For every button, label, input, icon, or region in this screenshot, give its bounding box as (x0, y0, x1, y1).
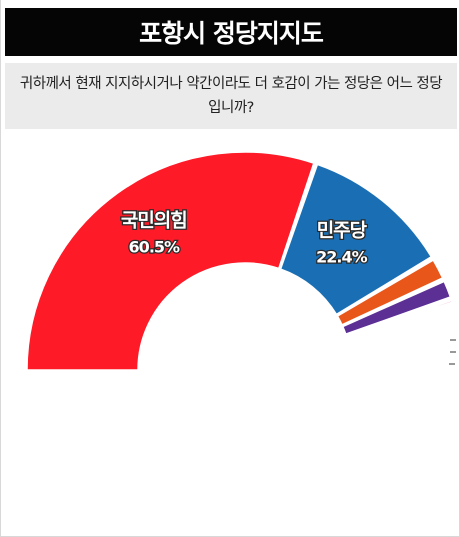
slice-5-arc (345, 299, 453, 338)
slice-4-arc (342, 280, 452, 335)
slice-2-arc (279, 163, 433, 316)
slice-1-value: 60.5% (129, 237, 180, 256)
chart-title: 포항시 정당지지도 (5, 8, 457, 56)
slice-2-label: 민주당 (317, 219, 368, 241)
labels-group: 국민의힘 60.5% 민주당 22.4% (120, 208, 456, 365)
slice-2-value: 22.4% (316, 247, 367, 266)
survey-question: 귀하께서 현재 지지하시거나 약간이라도 더 호감이 가는 정당은 어느 정당입… (5, 63, 457, 129)
slices-group (26, 151, 453, 371)
slice-3-arc (336, 259, 444, 326)
slice-1-label: 국민의힘 (121, 209, 187, 231)
slice-1-arc (26, 151, 315, 371)
